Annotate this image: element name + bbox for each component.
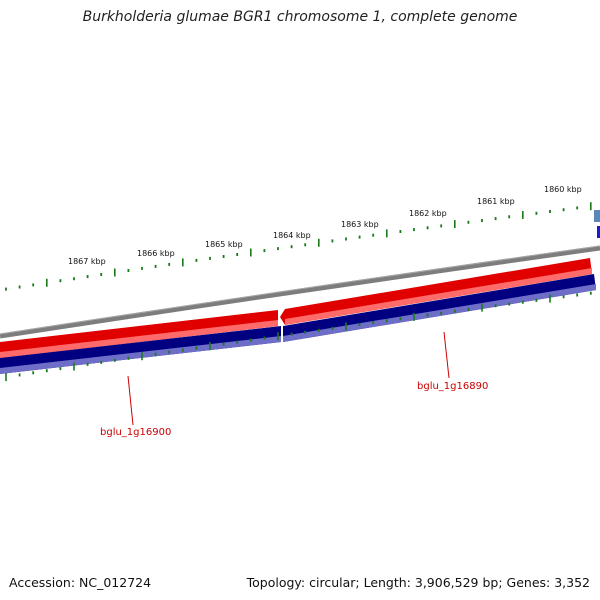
- scale-label-1865: 1865 kbp: [205, 240, 243, 249]
- gene-leader-line-bglu-1g16900: [127, 375, 134, 426]
- outer-scale-ticks: [5, 202, 592, 291]
- edge-feature-blue: [594, 210, 600, 222]
- genome-summary: Topology: circular; Length: 3,906,529 bp…: [246, 575, 590, 590]
- scale-label-1864: 1864 kbp: [273, 231, 311, 240]
- accession-info: Accession: NC_012724: [9, 575, 152, 590]
- gene-label-bglu-1g16890[interactable]: bglu_1g16890: [417, 381, 488, 392]
- forward-strand-genes: [0, 258, 592, 358]
- inner-scale-ticks: [5, 291, 592, 382]
- genome-title: Burkholderia glumae BGR1 chromosome 1, c…: [82, 9, 518, 25]
- scale-label-1860: 1860 kbp: [544, 185, 582, 194]
- scale-label-1866: 1866 kbp: [137, 249, 175, 258]
- scale-label-1861: 1861 kbp: [477, 197, 515, 206]
- scale-label-1867: 1867 kbp: [68, 257, 106, 266]
- scale-label-1862: 1862 kbp: [409, 209, 447, 218]
- gene-leader-line-bglu-1g16890: [443, 331, 450, 379]
- genome-backbone: [0, 245, 600, 339]
- edge-feature-navy: [597, 226, 600, 238]
- scale-label-1863: 1863 kbp: [341, 220, 379, 229]
- reverse-strand-genes: [0, 274, 596, 374]
- gene-label-bglu-1g16900[interactable]: bglu_1g16900: [100, 427, 171, 438]
- scale-labels: 1867 kbp 1866 kbp 1865 kbp 1864 kbp 1863…: [68, 185, 582, 266]
